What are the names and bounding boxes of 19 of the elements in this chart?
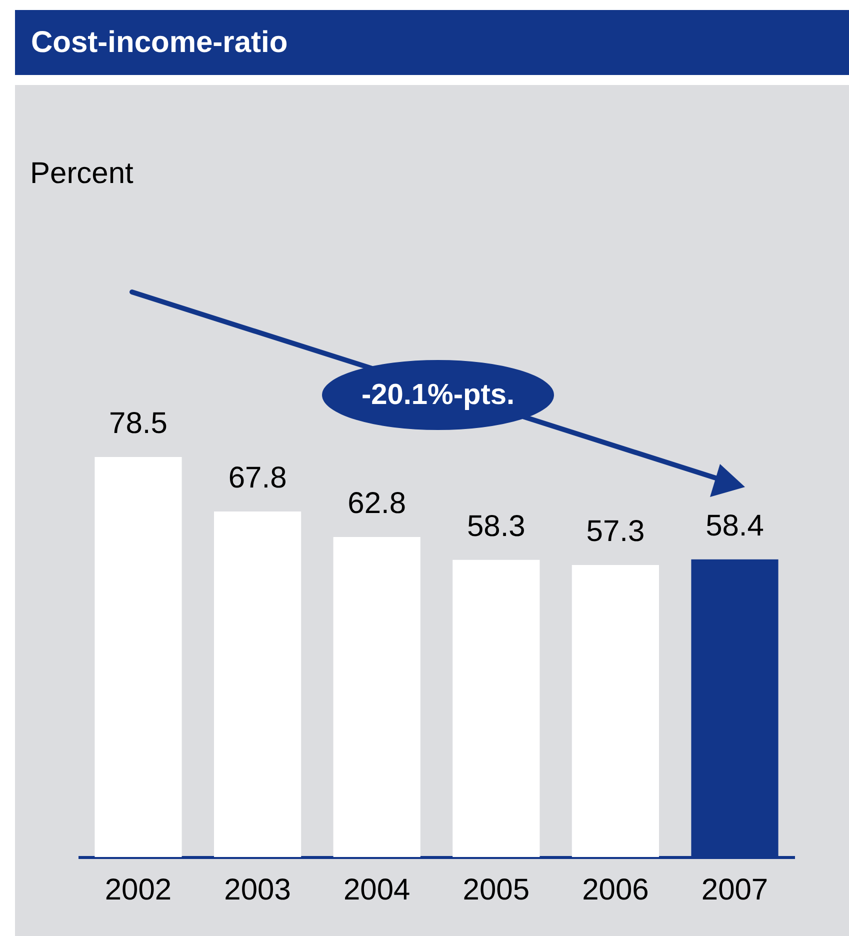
bar [94, 457, 182, 857]
data-label: 67.8 [228, 462, 287, 495]
data-label: 58.4 [706, 509, 764, 542]
x-tick-label: 2003 [224, 874, 291, 906]
text: Percent [30, 157, 134, 191]
bar [452, 560, 540, 857]
bar [333, 537, 420, 857]
data-label: 62.8 [348, 487, 406, 520]
data-label: 78.5 [109, 407, 168, 440]
x-tick-label: 2007 [701, 874, 768, 906]
x-tick-label: 2006 [582, 874, 649, 906]
data-label: 57.3 [586, 515, 645, 548]
bar [214, 512, 302, 857]
data-label: 58.3 [466, 510, 526, 543]
bar [572, 565, 659, 857]
x-tick-label: 2002 [104, 874, 172, 906]
chart-title: Cost-income-ratio [15, 10, 849, 75]
x-tick-label: 2004 [343, 874, 410, 906]
x-tick-label: 2005 [462, 874, 530, 906]
